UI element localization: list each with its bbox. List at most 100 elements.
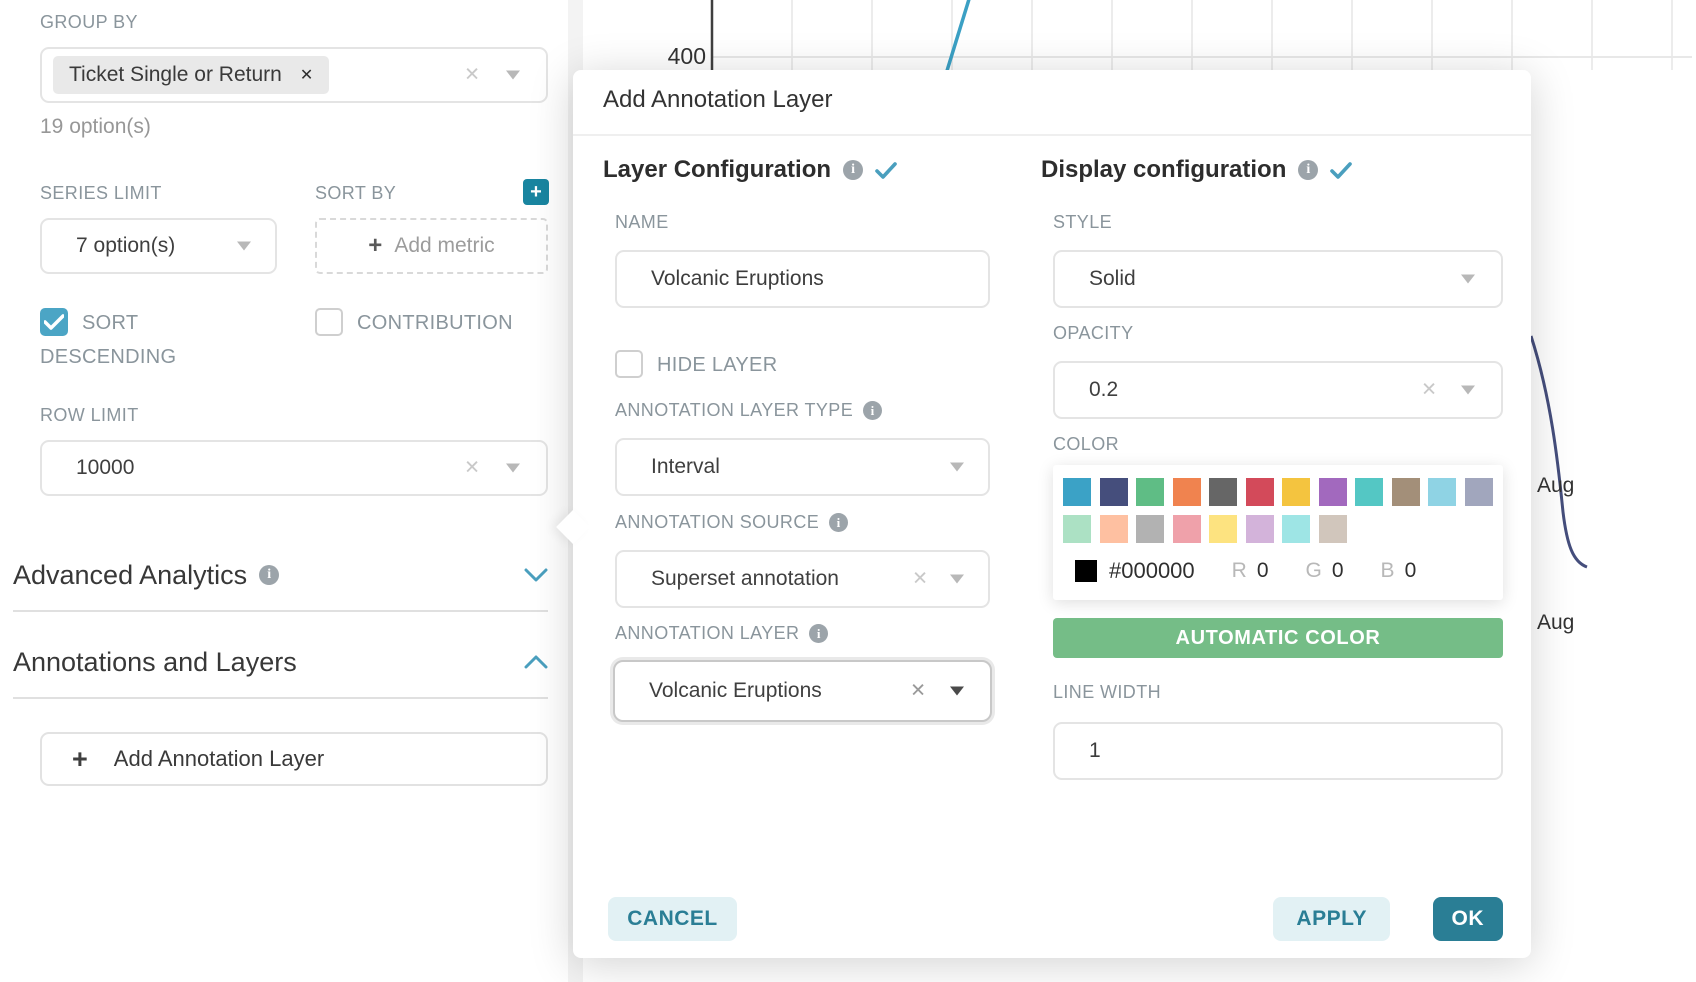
style-label: STYLE [1053, 212, 1113, 232]
rgb-g-group: G 0 [1306, 559, 1344, 583]
annotation-layer-type-value: Interval [651, 455, 720, 478]
add-annotation-layer-button[interactable]: + Add Annotation Layer [40, 732, 548, 786]
sort-by-add-metric[interactable]: + Add metric [315, 218, 548, 274]
hide-layer-checkbox[interactable] [615, 350, 643, 378]
line-width-input[interactable] [1053, 722, 1503, 780]
add-metric-plus-button[interactable]: + [523, 179, 549, 205]
sort-descending-checkbox[interactable] [40, 308, 68, 336]
annotation-source-label: ANNOTATION SOURCE i [615, 512, 849, 533]
opacity-label: OPACITY [1053, 323, 1134, 343]
color-swatch[interactable] [1318, 515, 1347, 543]
color-swatch[interactable] [1172, 478, 1201, 506]
b-value[interactable]: 0 [1404, 559, 1417, 582]
clear-icon[interactable]: ✕ [464, 64, 480, 86]
info-icon[interactable]: i [1298, 160, 1319, 180]
color-swatch[interactable] [1136, 515, 1164, 543]
color-swatch[interactable] [1464, 478, 1493, 506]
chevron-down-icon[interactable] [950, 574, 964, 584]
color-swatch-row-1 [1063, 478, 1493, 506]
clear-icon[interactable]: ✕ [910, 680, 926, 702]
g-value[interactable]: 0 [1331, 559, 1344, 582]
annotation-layer-type-label: ANNOTATION LAYER TYPE i [615, 400, 883, 421]
color-swatch[interactable] [1428, 478, 1456, 506]
group-by-options-hint: 19 option(s) [40, 115, 151, 138]
clear-icon[interactable]: ✕ [1421, 379, 1437, 401]
info-icon[interactable]: i [809, 624, 829, 643]
color-swatch-row-2 [1063, 515, 1493, 543]
y-axis-tick-400: 400 [668, 43, 706, 69]
color-swatch[interactable] [1209, 478, 1237, 506]
plus-icon: + [368, 232, 383, 259]
info-icon[interactable]: i [863, 401, 883, 420]
g-label: G [1305, 559, 1322, 582]
info-icon[interactable]: i [829, 513, 849, 532]
display-configuration-heading: Display configuration i [1041, 156, 1353, 184]
chevron-down-icon[interactable] [1461, 385, 1475, 395]
color-swatch[interactable] [1391, 478, 1420, 506]
annotation-source-select[interactable]: Superset annotation ✕ [615, 550, 990, 608]
info-icon[interactable]: i [259, 565, 280, 585]
color-swatch[interactable] [1245, 478, 1274, 506]
style-select[interactable]: Solid [1053, 250, 1503, 308]
annotation-source-value: Superset annotation [651, 567, 839, 590]
series-limit-value: 7 option(s) [76, 234, 176, 257]
color-swatch[interactable] [1099, 515, 1128, 543]
annotation-layer-select[interactable]: Volcanic Eruptions ✕ [613, 660, 992, 722]
section-divider [13, 610, 548, 612]
section-advanced-analytics[interactable]: Advanced Analytics i [13, 554, 548, 596]
clear-icon[interactable]: ✕ [912, 568, 928, 590]
chart-line-navy [1529, 335, 1588, 569]
name-input[interactable] [615, 250, 990, 308]
color-swatch[interactable] [1063, 515, 1091, 543]
ok-button[interactable]: OK [1432, 897, 1503, 941]
color-swatch[interactable] [1172, 515, 1201, 543]
section-annotations-and-layers[interactable]: Annotations and Layers [13, 641, 548, 683]
chevron-down-icon[interactable] [950, 686, 964, 696]
layer-configuration-heading: Layer Configuration i [603, 156, 897, 184]
color-swatch[interactable] [1282, 478, 1310, 506]
hide-layer-checkbox-row[interactable]: HIDE LAYER [615, 348, 915, 382]
r-value[interactable]: 0 [1256, 559, 1269, 582]
chevron-down-icon[interactable] [237, 241, 251, 251]
style-value: Solid [1089, 267, 1136, 290]
chevron-down-icon[interactable] [506, 463, 520, 473]
hex-value[interactable]: #000000 [1109, 558, 1195, 583]
chevron-up-icon[interactable] [524, 655, 548, 669]
modal-title: Add Annotation Layer [603, 86, 833, 113]
series-limit-select[interactable]: 7 option(s) [40, 218, 277, 274]
color-swatch[interactable] [1136, 478, 1164, 506]
chevron-down-icon[interactable] [506, 70, 520, 80]
chevron-down-icon[interactable] [1461, 274, 1475, 284]
color-swatch[interactable] [1355, 478, 1383, 506]
sort-descending-checkbox-row[interactable]: SORT DESCENDING [40, 306, 275, 374]
rgb-r-group: R 0 [1232, 559, 1269, 583]
add-annotation-layer-button-label: Add Annotation Layer [113, 746, 325, 771]
chevron-down-icon[interactable] [950, 462, 964, 472]
clear-icon[interactable]: ✕ [464, 457, 480, 479]
contribution-label: CONTRIBUTION [357, 312, 513, 334]
chevron-down-icon[interactable] [524, 568, 548, 582]
valid-check-icon [875, 161, 897, 179]
opacity-select[interactable]: 0.2 ✕ [1053, 361, 1503, 419]
color-swatch[interactable] [1245, 515, 1274, 543]
color-swatch[interactable] [1099, 478, 1128, 506]
contribution-checkbox-row[interactable]: CONTRIBUTION [315, 306, 565, 340]
group-by-select[interactable]: Ticket Single or Return ✕ ✕ [40, 47, 548, 103]
color-swatch[interactable] [1063, 478, 1091, 506]
b-label: B [1380, 559, 1395, 582]
contribution-checkbox[interactable] [315, 308, 343, 336]
group-by-tag[interactable]: Ticket Single or Return ✕ [53, 56, 330, 94]
color-swatch[interactable] [1318, 478, 1347, 506]
annotation-layer-type-select[interactable]: Interval [615, 438, 990, 496]
tag-remove-icon[interactable]: ✕ [299, 67, 314, 84]
row-limit-select[interactable]: 10000 ✕ [40, 440, 548, 496]
cancel-button[interactable]: CANCEL [608, 897, 737, 941]
color-swatch[interactable] [1209, 515, 1237, 543]
color-label: COLOR [1053, 434, 1120, 454]
automatic-color-button[interactable]: AUTOMATIC COLOR [1053, 618, 1503, 658]
color-swatch[interactable] [1282, 515, 1310, 543]
series-limit-label: SERIES LIMIT [40, 183, 162, 203]
apply-button[interactable]: APPLY [1273, 897, 1390, 941]
info-icon[interactable]: i [843, 160, 864, 180]
r-label: R [1231, 559, 1247, 582]
